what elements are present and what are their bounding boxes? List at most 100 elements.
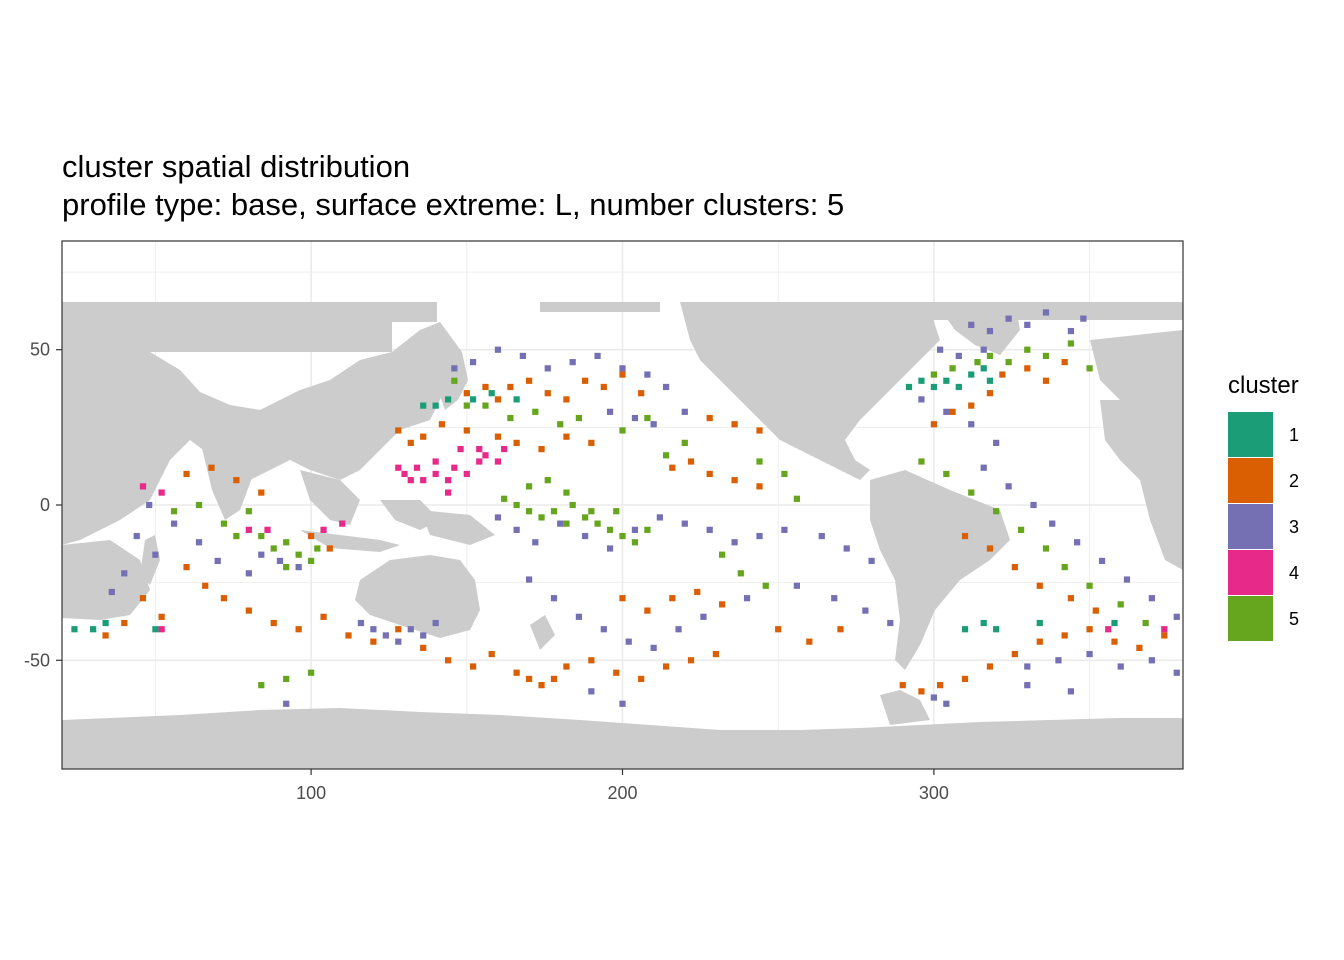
cluster-5-cell [258, 682, 265, 689]
cluster-3-cell [656, 514, 663, 521]
cluster-5-cell [245, 508, 252, 515]
cluster-3-cell [1173, 613, 1180, 620]
cluster-3-cell [606, 545, 614, 552]
cluster-1-cell [152, 626, 159, 633]
cluster-2-cell [669, 595, 676, 602]
cluster-2-cell [619, 371, 626, 378]
cluster-2-cell [1161, 632, 1168, 639]
cluster-2-cell [588, 657, 595, 664]
cluster-4-cell [494, 458, 502, 465]
cluster-4-cell [320, 526, 327, 533]
cluster-3-cell [731, 539, 738, 546]
cluster-1-cell [1111, 619, 1118, 627]
cluster-2-cell [544, 390, 551, 397]
cluster-5-cell [1042, 352, 1050, 360]
legend-label-1: 1 [1289, 425, 1299, 445]
cluster-1-cell [968, 371, 975, 378]
cluster-5-cell [295, 551, 302, 558]
cluster-3-cell [606, 408, 614, 415]
cluster-2-cell [961, 532, 969, 540]
cluster-5-cell [550, 508, 558, 515]
cluster-5-cell [762, 582, 769, 589]
cluster-4-cell [413, 464, 421, 471]
cluster-3-cell [1024, 663, 1031, 670]
cluster-2-cell [463, 390, 470, 397]
cluster-2-cell [245, 607, 252, 614]
cluster-3-cell [395, 638, 402, 645]
cluster-3-cell [644, 371, 651, 378]
cluster-5-cell [582, 514, 589, 521]
cluster-2-cell [731, 421, 738, 428]
y-tick-label: 0 [40, 495, 50, 515]
cluster-3-cell [619, 700, 626, 707]
cluster-5-cell [681, 439, 688, 446]
cluster-2-cell [463, 427, 470, 434]
cluster-3-cell [1049, 520, 1056, 527]
cluster-1-cell [102, 619, 109, 627]
x-tick-label: 300 [919, 783, 949, 803]
cluster-3-cell [382, 632, 389, 639]
cluster-5-cell [507, 414, 514, 422]
cluster-2-cell [1136, 644, 1143, 651]
cluster-5-cell [569, 501, 576, 509]
cluster-2-cell [756, 483, 763, 490]
cluster-2-cell [326, 545, 333, 552]
cluster-5-cell [719, 551, 726, 558]
cluster-4-cell [463, 470, 470, 478]
cluster-3-cell [494, 514, 502, 521]
cluster-3-cell [407, 626, 414, 633]
cluster-1-cell [905, 383, 913, 391]
cluster-2-cell [968, 402, 975, 409]
cluster-2-cell [899, 682, 906, 689]
cluster-2-cell [139, 595, 147, 602]
cluster-3-cell [1042, 309, 1050, 316]
cluster-2-cell [582, 377, 589, 384]
cluster-2-cell [233, 477, 240, 484]
cluster-3-cell [557, 520, 564, 527]
cluster-4-cell [158, 626, 165, 633]
y-tick-label: 50 [30, 340, 50, 360]
cluster-2-cell [513, 669, 520, 676]
cluster-3-cell [968, 421, 975, 428]
cluster-3-cell [1080, 315, 1087, 322]
cluster-2-cell [712, 650, 720, 658]
cluster-1-cell [420, 402, 427, 409]
cluster-2-cell [270, 619, 277, 627]
cluster-4-cell [476, 458, 483, 465]
cluster-3-cell [631, 414, 639, 422]
cluster-3-cell [980, 346, 987, 353]
cluster-2-cell [662, 663, 670, 670]
cluster-1-cell [961, 626, 969, 633]
cluster-5-cell [307, 669, 315, 676]
cluster-2-cell [775, 626, 782, 633]
cluster-3-cell [420, 632, 427, 639]
cluster-5-cell [588, 508, 595, 515]
cluster-4-cell [420, 477, 427, 484]
cluster-5-cell [1017, 526, 1025, 533]
cluster-4-cell [158, 489, 165, 496]
cluster-2-cell [407, 439, 414, 446]
cluster-5-cell [283, 564, 290, 571]
cluster-3-cell [681, 520, 688, 527]
cluster-3-cell [1067, 327, 1075, 335]
cluster-2-cell [469, 663, 477, 670]
cluster-3-cell [195, 539, 203, 546]
cluster-2-cell [986, 390, 994, 397]
cluster-3-cell [1148, 657, 1155, 664]
cluster-3-cell [588, 688, 595, 695]
cluster-5-cell [220, 520, 228, 527]
cluster-2-cell [202, 582, 209, 589]
cluster-3-cell [1123, 576, 1131, 583]
cluster-5-cell [563, 520, 570, 527]
cluster-3-cell [631, 526, 639, 533]
cluster-5-cell [949, 365, 956, 372]
cluster-2-cell [438, 421, 446, 428]
cluster-2-cell [719, 601, 726, 608]
cluster-3-cell [980, 464, 987, 471]
cluster-2-cell [687, 657, 695, 664]
cluster-5-cell [1117, 601, 1124, 608]
cluster-5-cell [463, 402, 470, 409]
cluster-3-cell [955, 352, 962, 360]
cluster-4-cell [482, 452, 489, 459]
